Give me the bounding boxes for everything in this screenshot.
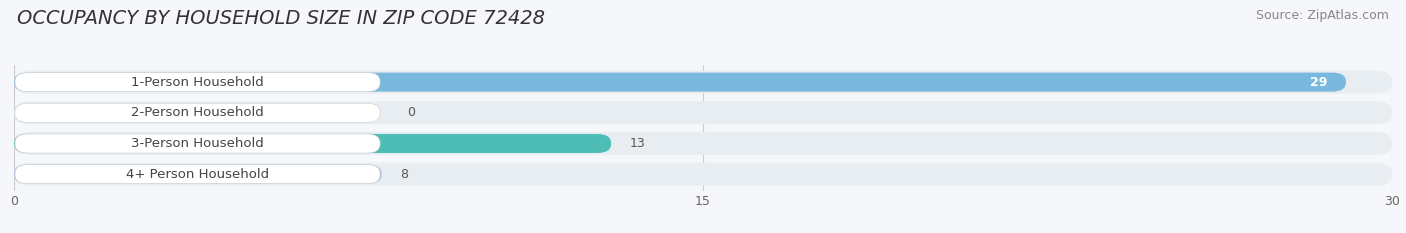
FancyBboxPatch shape	[15, 134, 380, 153]
Text: 3-Person Household: 3-Person Household	[131, 137, 264, 150]
FancyBboxPatch shape	[14, 165, 381, 184]
Text: 1-Person Household: 1-Person Household	[131, 76, 264, 89]
FancyBboxPatch shape	[14, 101, 1392, 124]
FancyBboxPatch shape	[15, 73, 380, 92]
Text: Source: ZipAtlas.com: Source: ZipAtlas.com	[1256, 9, 1389, 22]
Text: OCCUPANCY BY HOUSEHOLD SIZE IN ZIP CODE 72428: OCCUPANCY BY HOUSEHOLD SIZE IN ZIP CODE …	[17, 9, 546, 28]
FancyBboxPatch shape	[14, 71, 1392, 94]
Text: 29: 29	[1310, 76, 1327, 89]
FancyBboxPatch shape	[14, 73, 1346, 92]
FancyBboxPatch shape	[15, 165, 380, 184]
Text: 0: 0	[406, 106, 415, 119]
Text: 8: 8	[399, 168, 408, 181]
FancyBboxPatch shape	[14, 132, 1392, 155]
Text: 13: 13	[630, 137, 645, 150]
FancyBboxPatch shape	[14, 163, 1392, 186]
FancyBboxPatch shape	[14, 134, 612, 153]
FancyBboxPatch shape	[15, 103, 380, 122]
Text: 4+ Person Household: 4+ Person Household	[127, 168, 269, 181]
Text: 2-Person Household: 2-Person Household	[131, 106, 264, 119]
